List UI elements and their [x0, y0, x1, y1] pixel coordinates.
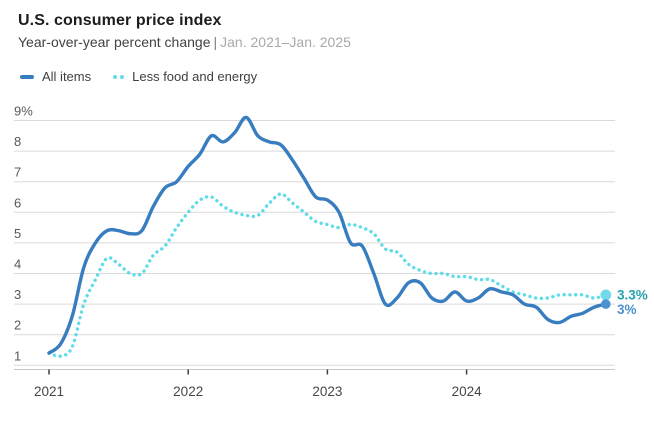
- y-tick-label: 5: [14, 226, 21, 241]
- y-tick-label: 3: [14, 287, 21, 302]
- x-tick-label: 2023: [312, 384, 342, 399]
- chart-title: U.S. consumer price index: [18, 12, 222, 29]
- y-tick-label: 8: [14, 134, 21, 149]
- less-food-and-energy-line: [47, 192, 608, 358]
- less-food-and-energy-end-dot: [600, 289, 612, 301]
- less-food-and-energy-end-label: 3.3%: [617, 287, 648, 302]
- all-items-line: [47, 115, 608, 355]
- legend-item-less-food-energy: Less food and energy: [113, 69, 257, 84]
- x-tick-label: 2022: [173, 384, 203, 399]
- all-items-end-dot: [601, 299, 611, 309]
- y-tick-label: 2: [14, 318, 21, 333]
- less-food-energy-dots-swatch-icon: [113, 74, 125, 79]
- y-tick-label: 9%: [14, 104, 33, 119]
- legend: All items Less food and energy: [20, 69, 257, 84]
- subtitle-separator: |: [213, 34, 218, 50]
- x-tick-label: 2024: [452, 384, 483, 399]
- y-tick-label: 6: [14, 195, 21, 210]
- y-tick-label: 7: [14, 165, 21, 180]
- subtitle-date-range: Jan. 2021–Jan. 2025: [220, 34, 351, 50]
- all-items-end-label: 3%: [617, 302, 637, 317]
- x-tick-label: 2021: [34, 384, 64, 399]
- legend-label-less-food-energy: Less food and energy: [132, 69, 258, 84]
- y-tick-label: 1: [14, 348, 21, 363]
- legend-item-all-items: All items: [20, 69, 91, 84]
- subtitle-measure: Year-over-year percent change: [18, 34, 211, 50]
- legend-label-all-items: All items: [42, 69, 92, 84]
- y-tick-label: 4: [14, 257, 21, 272]
- chart-subtitle: Year-over-year percent change | Jan. 2021–…: [18, 34, 351, 50]
- all-items-line-swatch-icon: [20, 74, 34, 79]
